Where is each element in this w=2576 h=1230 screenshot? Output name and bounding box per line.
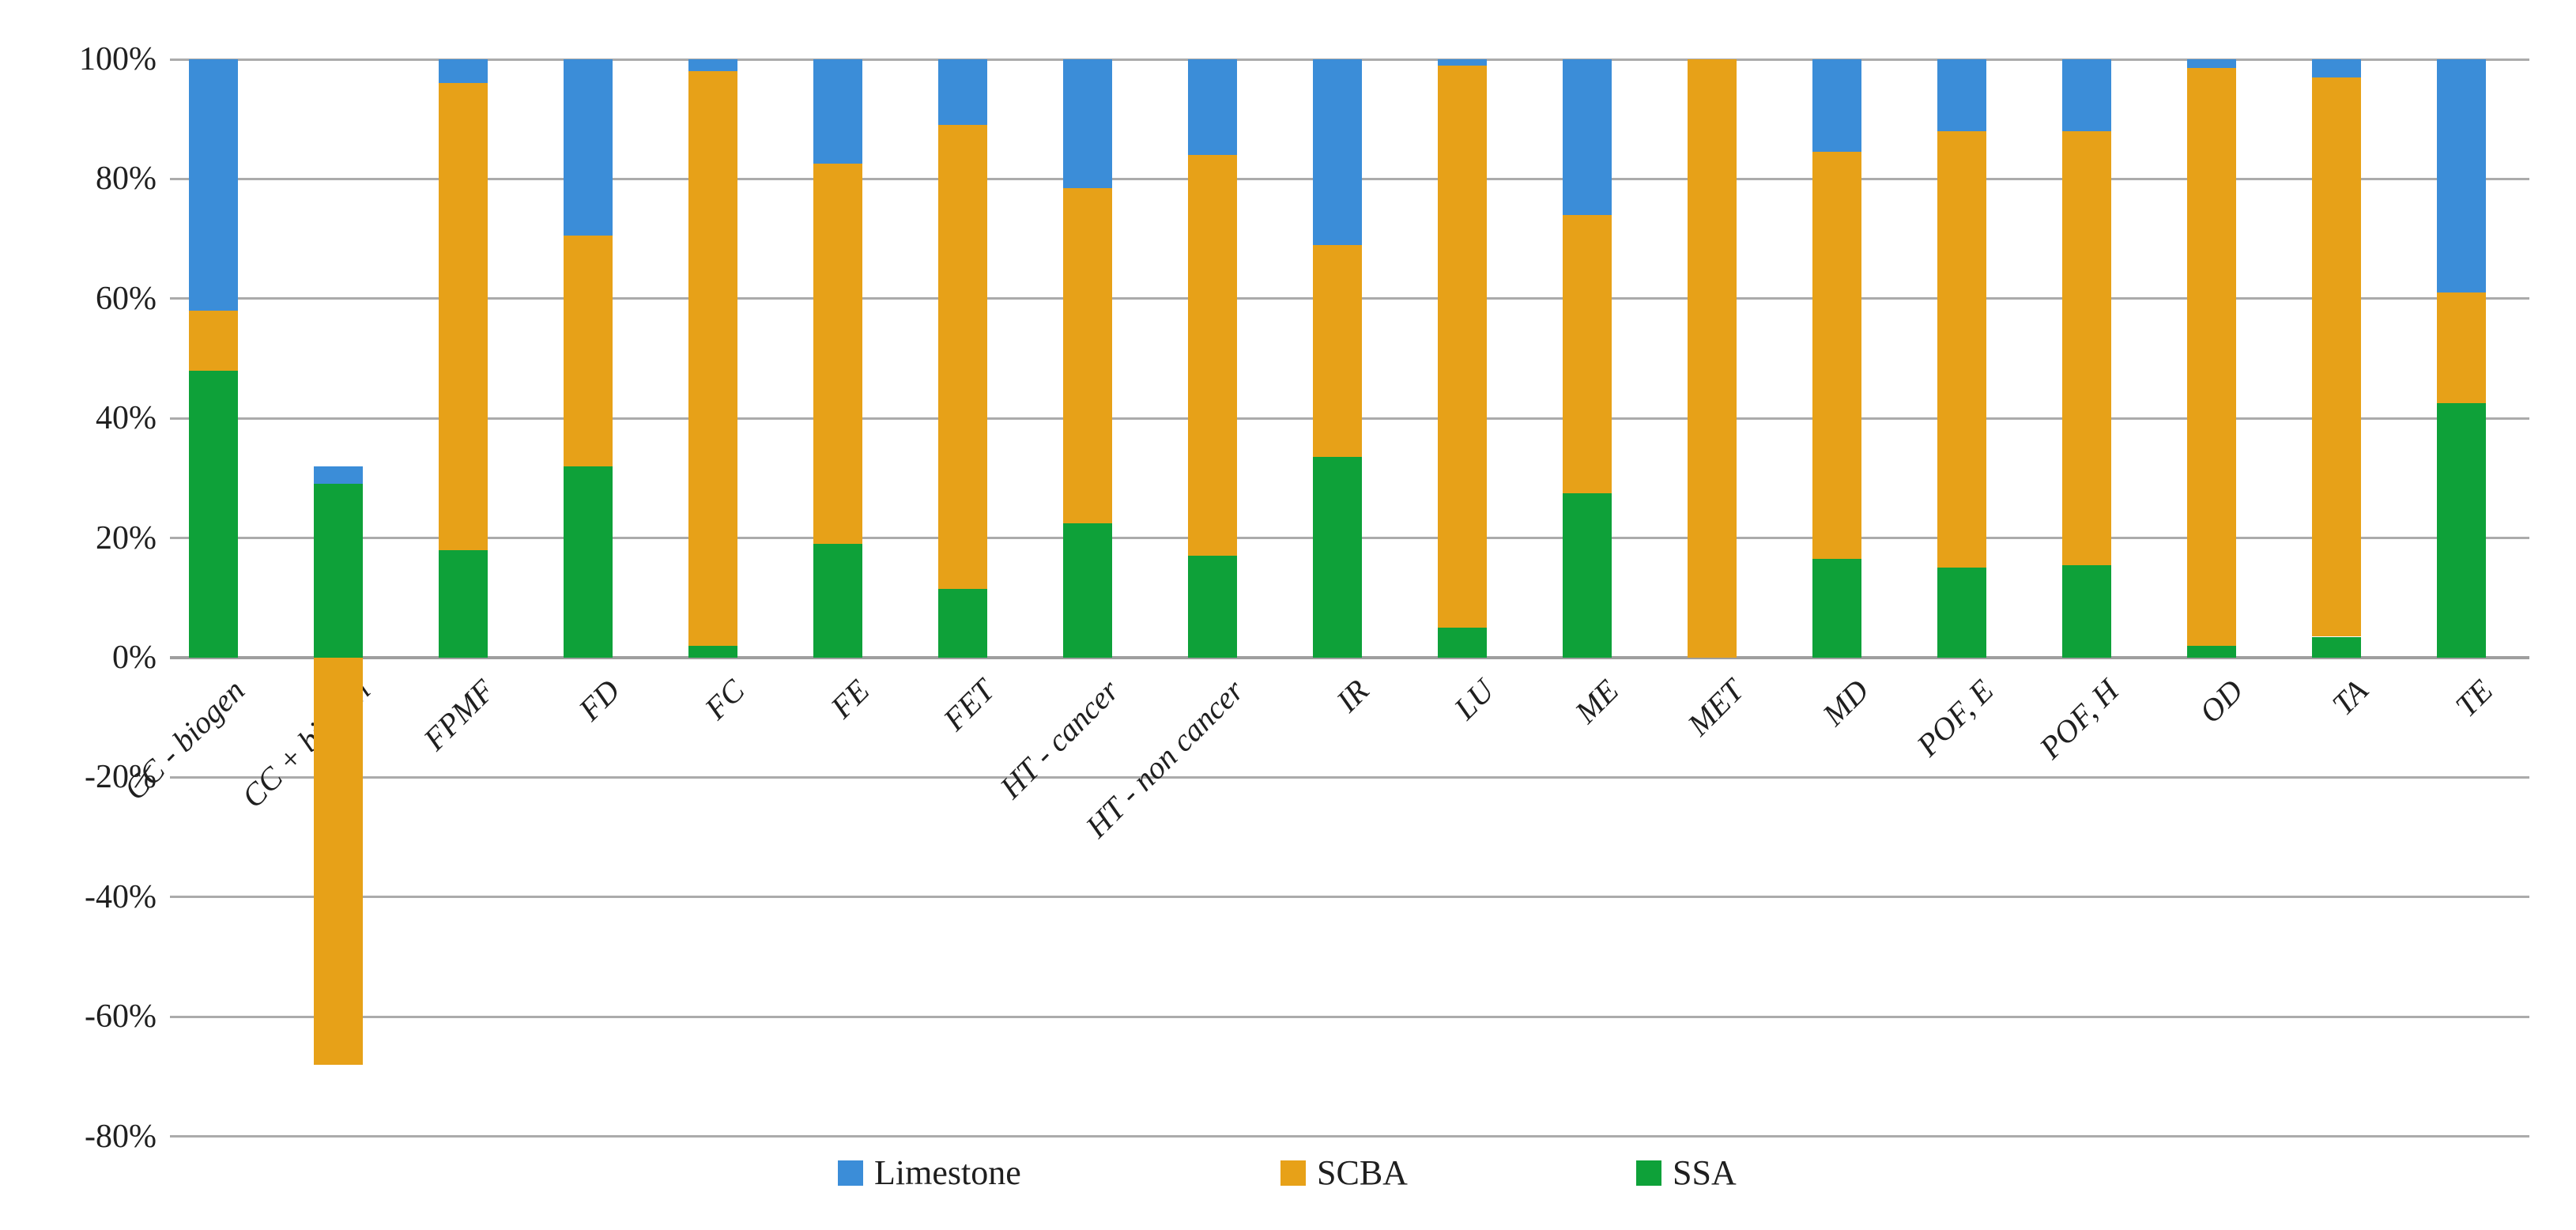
bar-segment-scba	[1438, 65, 1487, 628]
bar-segment-scba	[813, 164, 862, 545]
bar-segment-ssa	[1063, 523, 1112, 658]
gridline	[170, 1135, 2529, 1138]
legend-item-scba: SCBA	[1280, 1153, 1408, 1193]
bar-segment-ssa	[1438, 628, 1487, 658]
bar-segment-scba	[564, 236, 613, 466]
gridline	[170, 775, 2529, 779]
bar-segment-scba	[2437, 292, 2486, 404]
bar-segment-limestone	[1812, 59, 1861, 153]
bar-segment-limestone	[439, 59, 488, 84]
bar-segment-limestone	[2187, 59, 2236, 69]
bar-segment-scba	[938, 125, 987, 589]
bar-segment-limestone	[314, 466, 363, 485]
bar-segment-ssa	[688, 645, 737, 658]
x-axis-category-label-text: MET	[1680, 672, 1751, 743]
bar-segment-ssa	[813, 544, 862, 658]
bar-segment-limestone	[1438, 59, 1487, 66]
bar-segment-ssa	[1188, 556, 1237, 658]
bar-segment-scba	[1313, 244, 1362, 458]
bar-segment-ssa	[2437, 403, 2486, 658]
bar-segment-scba	[1063, 187, 1112, 523]
bar-segment-limestone	[938, 59, 987, 126]
y-axis-tick-label: -20%	[85, 759, 157, 796]
legend-swatch-limestone	[838, 1160, 863, 1186]
bar-segment-scba	[1688, 59, 1737, 658]
bar-segment-scba	[2312, 77, 2361, 637]
legend-item-limestone: Limestone	[838, 1153, 1021, 1193]
y-axis-tick-label: -40%	[85, 878, 157, 915]
x-axis-category-label-text: FPMF	[417, 672, 502, 757]
x-axis-baseline	[170, 656, 2529, 659]
bar-segment-limestone	[2437, 59, 2486, 293]
legend-swatch-ssa	[1636, 1160, 1661, 1186]
y-axis-tick-label: 100%	[79, 41, 157, 77]
gridline	[170, 1015, 2529, 1018]
bar-segment-scba	[314, 658, 363, 1065]
y-axis-tick-label: 40%	[96, 400, 157, 437]
bar-segment-limestone	[1563, 59, 1612, 215]
x-axis-category-label-text: ME	[1567, 672, 1626, 730]
bar-segment-limestone	[1063, 59, 1112, 188]
bar-segment-ssa	[2062, 564, 2111, 658]
x-axis-category-label-text: CC - biogen	[117, 672, 252, 807]
legend-label: SCBA	[1317, 1153, 1408, 1192]
x-axis-category-label-text: POF, H	[2031, 672, 2125, 766]
bar-segment-scba	[688, 71, 737, 646]
x-axis-category-label-text: LU	[1446, 672, 1501, 726]
bar-segment-ssa	[1937, 568, 1986, 658]
bar-segment-limestone	[1313, 59, 1362, 245]
x-axis-category-label-text: IR	[1329, 672, 1376, 719]
bar-segment-ssa	[938, 588, 987, 658]
y-axis-tick-label: -80%	[85, 1118, 157, 1155]
x-axis-category-label-text: TE	[2448, 672, 2500, 724]
y-axis-tick-label: 60%	[96, 280, 157, 317]
bar-segment-ssa	[1313, 457, 1362, 658]
bar-segment-limestone	[189, 59, 238, 311]
x-axis-category-label-text: HT - cancer	[993, 672, 1126, 806]
bar-segment-scba	[1812, 152, 1861, 560]
legend-label: Limestone	[874, 1153, 1021, 1192]
gridline	[170, 896, 2529, 899]
bar-segment-scba	[2187, 68, 2236, 646]
y-axis-tick-label: 80%	[96, 160, 157, 198]
bar-segment-ssa	[1812, 559, 1861, 658]
legend-item-ssa: SSA	[1636, 1153, 1737, 1193]
bar-segment-limestone	[1937, 59, 1986, 131]
y-axis-tick-label: 0%	[112, 640, 157, 676]
bar-segment-ssa	[189, 370, 238, 658]
bar-segment-limestone	[1188, 59, 1237, 156]
bar-segment-scba	[189, 310, 238, 371]
x-axis-category-label-text: POF, E	[1909, 672, 2001, 764]
bar-segment-scba	[1563, 214, 1612, 493]
bar-segment-scba	[1188, 155, 1237, 557]
x-axis-category-label-text: MD	[1815, 672, 1876, 733]
x-axis-category-label-text: TA	[2325, 672, 2375, 723]
bar-segment-limestone	[813, 59, 862, 164]
bar-segment-limestone	[688, 59, 737, 72]
bar-segment-ssa	[2312, 636, 2361, 658]
bar-segment-scba	[1937, 130, 1986, 568]
legend-label: SSA	[1673, 1153, 1737, 1192]
x-axis-category-label-text: FE	[824, 672, 877, 726]
legend-swatch-scba	[1280, 1160, 1306, 1186]
bar-segment-limestone	[564, 59, 613, 236]
bar-segment-ssa	[1563, 492, 1612, 658]
bar-segment-scba	[439, 83, 488, 550]
x-axis-category-label-text: FC	[697, 672, 752, 726]
bar-segment-ssa	[564, 466, 613, 658]
bar-segment-scba	[2062, 130, 2111, 565]
bar-segment-limestone	[2312, 59, 2361, 77]
x-axis-category-label-text: OD	[2192, 672, 2250, 730]
x-axis-category-label-text: FET	[936, 672, 1001, 738]
bar-segment-ssa	[2187, 645, 2236, 658]
y-axis-tick-label: -60%	[85, 998, 157, 1036]
bar-segment-ssa	[439, 549, 488, 658]
x-axis-category-label-text: FD	[571, 672, 627, 728]
y-axis-tick-label: 20%	[96, 519, 157, 557]
bar-segment-limestone	[2062, 59, 2111, 131]
bar-segment-ssa	[314, 484, 363, 658]
